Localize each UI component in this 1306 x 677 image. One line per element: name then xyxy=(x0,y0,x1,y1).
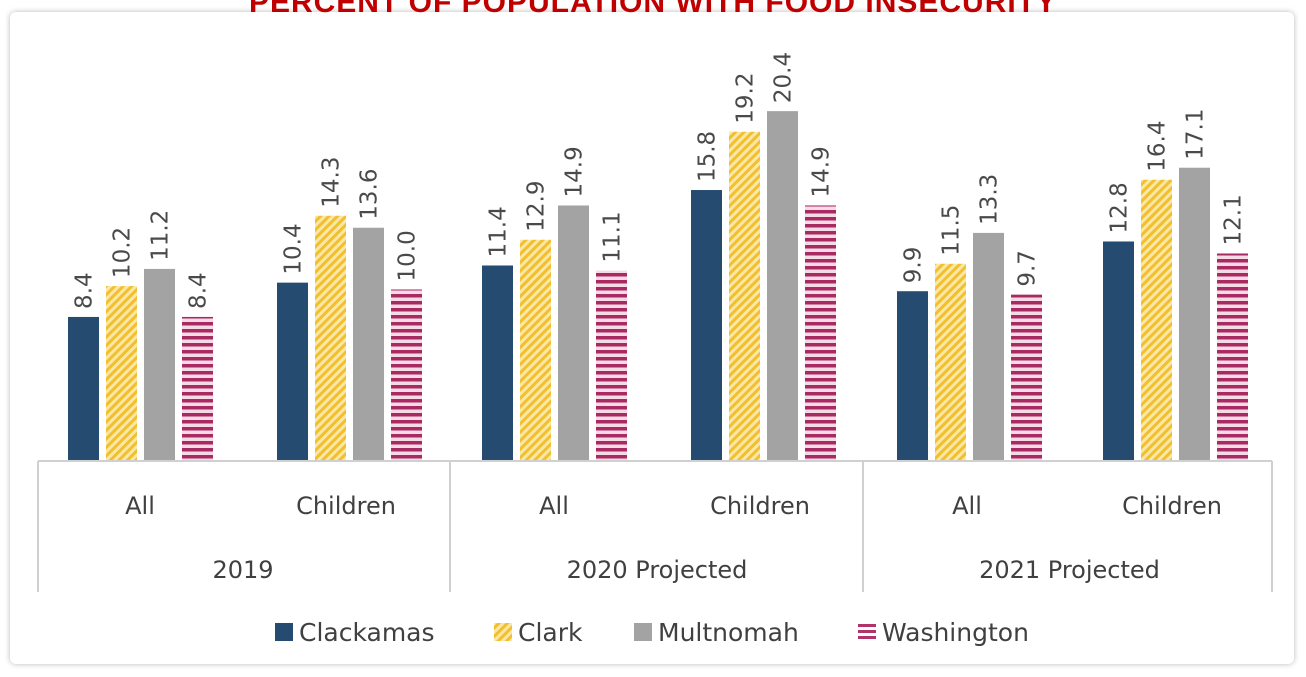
category-label-1: Children xyxy=(296,492,396,520)
value-label-washington-2: 11.1 xyxy=(600,211,626,262)
value-label-clackamas-0: 8.4 xyxy=(72,272,98,309)
value-label-clark-4: 11.5 xyxy=(939,205,965,256)
legend-swatch-clark xyxy=(494,623,512,641)
legend: Clackamas Clark Multnomah Washington xyxy=(275,618,1029,647)
category-label-2: All xyxy=(539,492,569,520)
category-label-3: Children xyxy=(710,492,810,520)
group-label-2: 2021 Projected xyxy=(979,556,1160,584)
bar-clackamas-5 xyxy=(1103,241,1134,461)
bar-multnomah-2 xyxy=(558,205,589,461)
legend-swatch-washington xyxy=(858,624,876,639)
bar-clackamas-3 xyxy=(691,190,722,461)
bars-layer xyxy=(68,111,1248,462)
bar-washington-1 xyxy=(391,289,422,461)
value-label-clackamas-4: 9.9 xyxy=(901,247,927,284)
value-label-multnomah-1: 13.6 xyxy=(357,169,383,220)
category-axis: All Children 2019 All Children 2020 Projected… xyxy=(37,460,1273,592)
value-label-clackamas-2: 11.4 xyxy=(486,206,512,257)
value-label-clackamas-1: 10.4 xyxy=(281,223,307,274)
value-label-multnomah-3: 20.4 xyxy=(771,52,797,103)
category-label-5: Children xyxy=(1122,492,1222,520)
bar-clark-0 xyxy=(106,286,137,461)
bar-clackamas-4 xyxy=(897,291,928,461)
value-label-clark-3: 19.2 xyxy=(733,73,759,124)
value-label-washington-5: 12.1 xyxy=(1221,194,1247,245)
value-label-clark-5: 16.4 xyxy=(1145,121,1171,172)
value-label-washington-0: 8.4 xyxy=(186,272,212,309)
value-label-multnomah-2: 14.9 xyxy=(562,146,588,197)
group-label-1: 2020 Projected xyxy=(567,556,748,584)
value-label-clark-2: 12.9 xyxy=(524,181,550,232)
value-label-multnomah-5: 17.1 xyxy=(1183,109,1209,160)
bar-washington-3 xyxy=(805,205,836,461)
group-label-0: 2019 xyxy=(212,556,273,584)
category-label-4: All xyxy=(952,492,982,520)
legend-swatch-clackamas xyxy=(275,623,293,641)
bar-washington-0 xyxy=(182,316,213,461)
bar-clark-3 xyxy=(729,131,760,461)
value-labels-layer: 8.4 10.4 11.4 15.8 9.9 12.8 10.2 14.3 12.9 19.2 11… xyxy=(72,52,1247,309)
legend-label-multnomah: Multnomah xyxy=(658,618,799,647)
category-label-0: All xyxy=(125,492,155,520)
legend-swatch-stripe-0 xyxy=(858,624,876,627)
bar-clark-2 xyxy=(520,239,551,461)
legend-swatch-stripe-1 xyxy=(858,630,876,633)
bar-clark-4 xyxy=(935,263,966,461)
bar-multnomah-1 xyxy=(353,227,384,461)
value-label-clackamas-3: 15.8 xyxy=(695,131,721,182)
value-label-clark-1: 14.3 xyxy=(319,157,345,208)
bar-multnomah-5 xyxy=(1179,167,1210,462)
bar-clackamas-1 xyxy=(277,282,308,461)
legend-label-washington: Washington xyxy=(882,618,1029,647)
legend-label-clackamas: Clackamas xyxy=(299,618,435,647)
chart-frame xyxy=(10,12,1294,664)
bar-washington-2 xyxy=(596,270,627,461)
bar-clackamas-0 xyxy=(68,316,99,461)
bar-clark-5 xyxy=(1141,179,1172,462)
value-label-washington-4: 9.7 xyxy=(1015,250,1041,287)
value-label-multnomah-0: 11.2 xyxy=(148,210,174,261)
bar-clark-1 xyxy=(315,215,346,461)
chart-title: PERCENT OF POPULATION WITH FOOD INSECURI… xyxy=(249,0,1057,19)
bar-clackamas-2 xyxy=(482,265,513,461)
value-label-washington-3: 14.9 xyxy=(809,146,835,197)
legend-swatch-multnomah xyxy=(634,623,652,641)
bar-washington-4 xyxy=(1011,294,1042,461)
bar-multnomah-0 xyxy=(144,268,175,461)
value-label-multnomah-4: 13.3 xyxy=(977,174,1003,225)
value-label-clackamas-5: 12.8 xyxy=(1107,182,1133,233)
bar-multnomah-4 xyxy=(973,232,1004,461)
bar-washington-5 xyxy=(1217,253,1248,461)
value-label-washington-1: 10.0 xyxy=(395,230,421,281)
legend-swatch-stripe-2 xyxy=(858,636,876,639)
bar-multnomah-3 xyxy=(767,111,798,461)
legend-label-clark: Clark xyxy=(518,618,583,647)
value-label-clark-0: 10.2 xyxy=(110,227,136,278)
